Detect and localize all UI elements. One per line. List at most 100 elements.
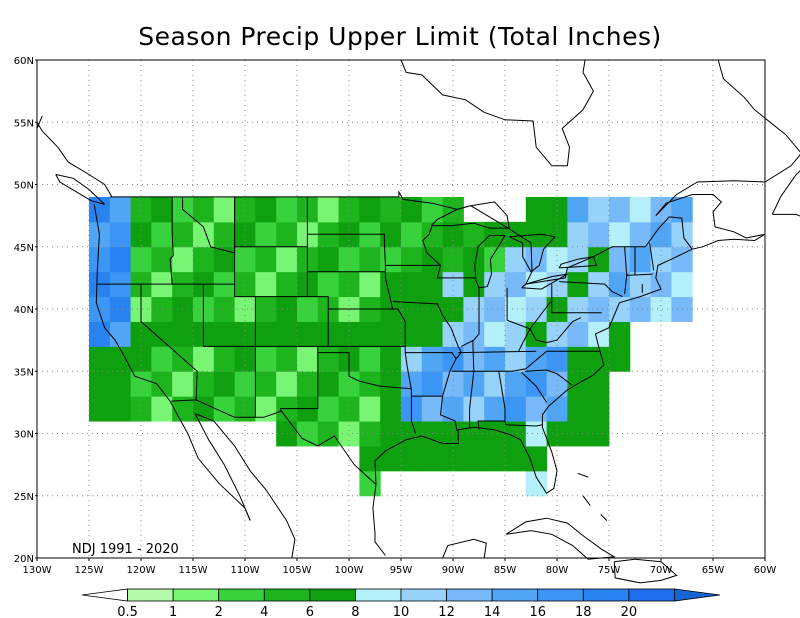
longitude-label: 60W — [754, 565, 777, 576]
precip-cell — [442, 246, 464, 273]
longitude-label: 110W — [231, 565, 260, 576]
map-boundary-line — [518, 328, 531, 352]
precip-cell — [525, 271, 548, 298]
precip-cell — [650, 296, 672, 322]
precip-cell — [401, 321, 423, 347]
precip-cell — [588, 346, 610, 372]
precip-cell — [89, 321, 111, 347]
map-boundary-line — [194, 413, 296, 559]
precip-cell — [89, 196, 111, 223]
precip-cell — [505, 221, 527, 248]
precip-cell — [276, 421, 298, 447]
precip-cell — [151, 196, 173, 223]
precip-cell — [317, 346, 340, 372]
precip-cell — [421, 221, 444, 248]
longitude-label: 75W — [598, 565, 621, 576]
precip-cell — [609, 321, 631, 347]
map-boundary-line — [328, 308, 412, 390]
precip-cell — [109, 346, 132, 372]
precip-cell — [234, 396, 256, 422]
map-title: Season Precip Upper Limit (Total Inches) — [138, 22, 662, 51]
precip-cell — [380, 421, 402, 447]
precip-cell — [463, 445, 485, 472]
precip-cell — [609, 221, 631, 248]
precip-cell — [317, 271, 340, 298]
map-boundary-line — [55, 174, 105, 205]
precip-cell — [234, 221, 256, 248]
map-gridlines — [37, 60, 765, 558]
precip-cell — [255, 196, 277, 223]
precip-cell — [401, 246, 423, 273]
period-label: NDJ 1991 - 2020 — [72, 542, 179, 557]
map-boundary-line — [524, 369, 572, 386]
precip-cell — [359, 196, 381, 223]
precip-cell — [380, 396, 402, 422]
precip-cell — [109, 221, 132, 248]
precip-cell — [359, 396, 381, 422]
colorbar-swatch — [537, 588, 584, 602]
precip-cell — [442, 196, 464, 223]
precip-cell — [421, 371, 444, 397]
longitude-label: 105W — [283, 565, 312, 576]
precip-cell — [213, 196, 236, 223]
precip-cell — [234, 346, 256, 372]
colorbar-label: 1 — [169, 605, 177, 618]
precip-cell — [421, 321, 444, 347]
precip-cell — [255, 271, 277, 298]
precip-cell — [255, 246, 277, 273]
precip-cell — [463, 246, 485, 273]
precip-cell — [442, 296, 464, 322]
precip-cell — [484, 246, 506, 273]
precip-cell — [401, 296, 423, 322]
coastlines-and-borders — [36, 59, 800, 584]
latitude-tick-labels: 60N 55N 50N 45N 40N 35N 30N 25N 20N — [14, 56, 37, 565]
precip-cell — [255, 221, 277, 248]
precip-cell — [484, 321, 506, 347]
precip-cell — [421, 445, 444, 472]
precip-cell — [401, 346, 423, 372]
precip-cell — [359, 246, 381, 273]
precip-cell — [505, 371, 527, 397]
precip-cell — [463, 221, 485, 248]
colorbar-label: 2 — [215, 605, 223, 618]
precip-cell — [421, 271, 444, 298]
precip-cell — [442, 421, 464, 447]
precip-cell — [650, 246, 672, 273]
precip-cell — [213, 221, 236, 248]
precip-cell — [89, 246, 111, 273]
map-boundary-line — [505, 517, 616, 560]
colorbar-label: 14 — [484, 605, 501, 618]
colorbar-swatch — [172, 588, 220, 602]
precip-cell — [255, 321, 277, 347]
map-boundary-line — [194, 413, 251, 521]
map-boundary-line — [559, 281, 623, 298]
precip-cell — [317, 246, 340, 273]
precip-cell — [276, 221, 298, 248]
latitude-label: 25N — [14, 492, 34, 503]
map-boundary-line — [655, 59, 800, 239]
map-boundary-line — [405, 352, 457, 360]
precip-cell — [130, 346, 152, 372]
precip-cell — [234, 246, 256, 273]
precip-cell — [338, 196, 360, 223]
precip-cell — [546, 396, 568, 422]
precip-cell — [109, 296, 132, 322]
precip-cell — [546, 221, 568, 248]
longitude-label: 115W — [179, 565, 208, 576]
precip-cell — [525, 421, 548, 447]
precip-cell — [255, 396, 277, 422]
precip-cell — [109, 246, 132, 273]
precip-cell — [609, 346, 631, 372]
map-boundary-line — [234, 284, 256, 347]
precip-cell — [401, 221, 423, 248]
longitude-label: 120W — [127, 565, 156, 576]
map-boundary-line — [442, 538, 487, 559]
longitude-label: 70W — [650, 565, 673, 576]
colorbar-label: 8 — [351, 605, 359, 618]
map-boundary-line — [171, 399, 377, 485]
precip-cell — [525, 396, 548, 422]
precip-grid-cells — [89, 196, 693, 497]
latitude-label: 35N — [14, 367, 34, 378]
map-boundary-line — [504, 420, 543, 427]
